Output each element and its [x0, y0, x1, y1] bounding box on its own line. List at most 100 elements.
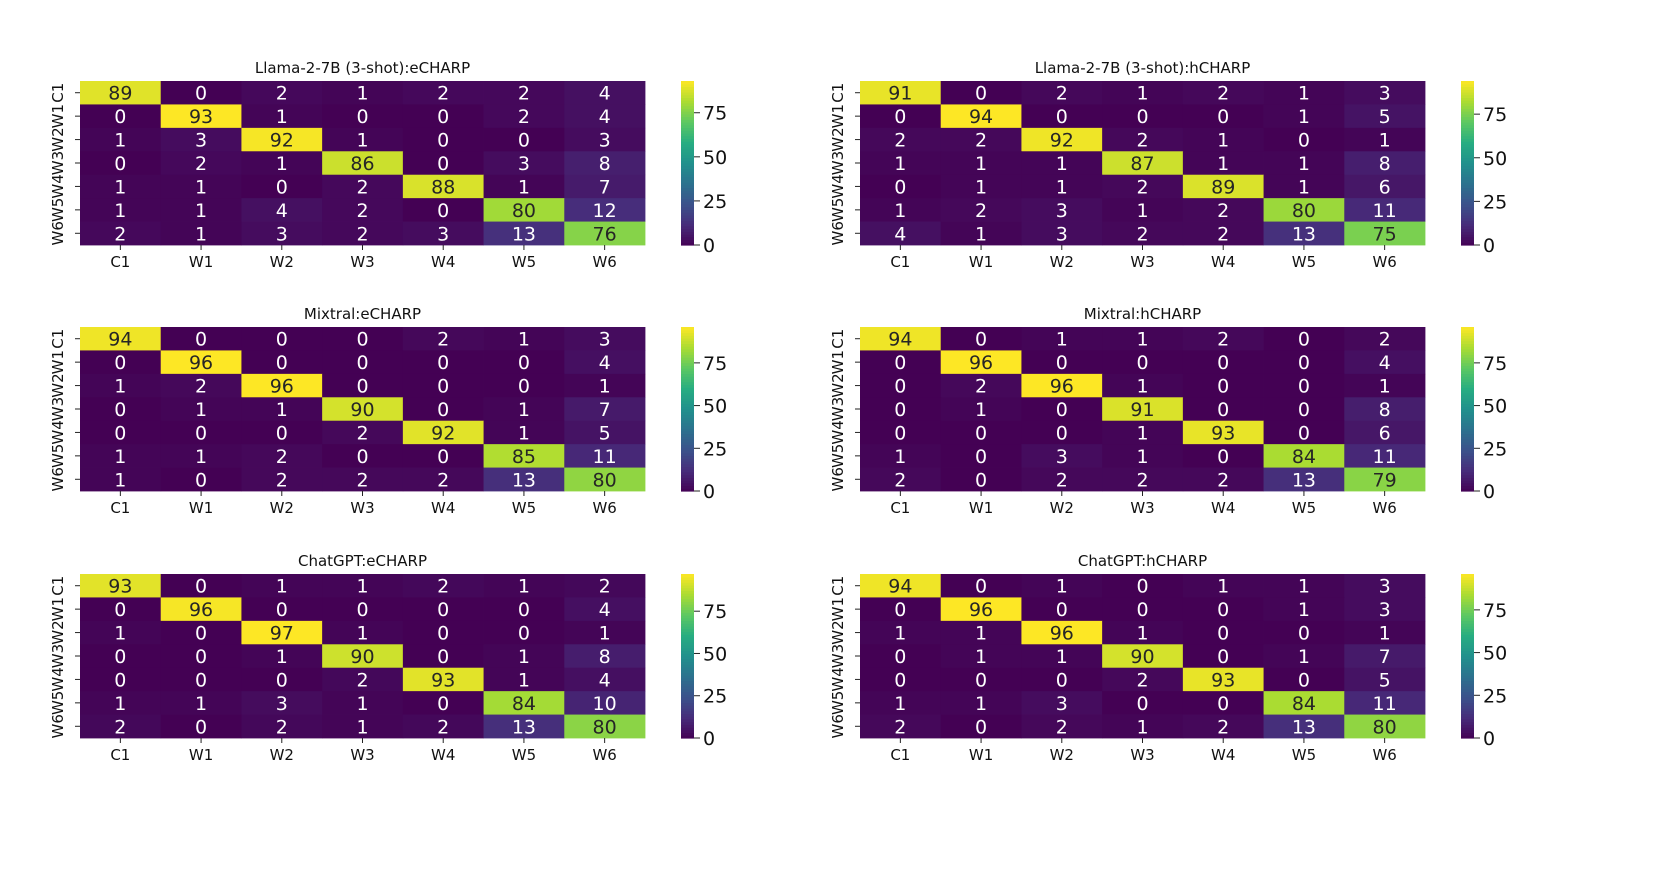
colorbar-segment	[681, 231, 694, 235]
colorbar-segment	[681, 474, 694, 478]
cell-value-label: 6	[1379, 422, 1391, 444]
colorbar-segment	[1461, 735, 1474, 739]
cell-value-label: 1	[195, 176, 207, 198]
colorbar-segment	[681, 236, 694, 241]
cell-value-label: 0	[894, 106, 906, 128]
heatmap-cell	[940, 691, 1022, 715]
cell-value-label: 2	[114, 716, 126, 738]
heatmap-cell	[1182, 221, 1264, 246]
colorbar-tick-label: 25	[1483, 685, 1507, 707]
heatmap-cell	[80, 198, 162, 222]
colorbar-segment	[681, 666, 694, 671]
heatmap-cell	[564, 420, 646, 445]
cell-value-label: 1	[1136, 716, 1148, 738]
colorbar-segment	[1461, 209, 1474, 213]
cell-value-label: 2	[1136, 669, 1148, 691]
colorbar-segment	[1461, 179, 1474, 183]
heatmap-cell	[1182, 350, 1264, 375]
colorbar-segment	[681, 212, 694, 216]
cell-value-label: 0	[975, 576, 987, 598]
x-tick-label: W2	[270, 746, 294, 764]
colorbar-segment	[681, 193, 694, 197]
heatmap-cell	[1102, 151, 1184, 176]
cell-value-label: 2	[1056, 83, 1068, 105]
cell-value-label: 84	[512, 693, 536, 715]
colorbar-segment	[681, 165, 694, 170]
heatmap-cell	[940, 597, 1022, 622]
colorbar-segment	[681, 184, 694, 189]
cell-value-label: 3	[1056, 446, 1068, 468]
colorbar-segment	[681, 653, 694, 657]
cell-value-label: 3	[437, 223, 449, 245]
cell-value-label: 1	[1298, 599, 1310, 621]
colorbar-segment	[1461, 195, 1474, 200]
heatmap-cell	[1344, 221, 1426, 246]
heatmap-cell	[241, 574, 323, 598]
heatmap-cell	[564, 198, 646, 222]
heatmap-cell	[940, 397, 1022, 422]
cell-value-label: 2	[1217, 83, 1229, 105]
colorbar-segment	[681, 225, 694, 230]
cell-value-label: 1	[1298, 83, 1310, 105]
y-tick-label: W6	[49, 221, 67, 245]
cell-value-label: 0	[1298, 352, 1310, 374]
colorbar-segment	[1461, 130, 1474, 134]
heatmap-cell	[1344, 104, 1426, 129]
heatmap-cell	[1344, 174, 1426, 199]
colorbar-segment	[681, 130, 694, 134]
colorbar-segment	[681, 173, 694, 178]
cell-value-label: 4	[599, 106, 611, 128]
colorbar-segment	[681, 604, 694, 608]
colorbar-segment	[681, 694, 694, 698]
heatmap-cell	[1102, 644, 1184, 669]
heatmap-cell	[160, 467, 242, 492]
heatmap-cell	[940, 127, 1022, 152]
colorbar-segment	[681, 176, 694, 180]
x-tick-label: W3	[350, 253, 374, 271]
heatmap-cell	[860, 198, 942, 222]
colorbar-segment	[1461, 430, 1474, 435]
cell-value-label: 0	[276, 422, 288, 444]
cell-value-label: 93	[1211, 669, 1235, 691]
heatmap-cell	[1021, 174, 1103, 199]
cell-value-label: 0	[1298, 669, 1310, 691]
colorbar-segment	[1461, 105, 1474, 109]
heatmap-cell	[1021, 597, 1103, 622]
cell-value-label: 1	[975, 176, 987, 198]
y-tick-label: W3	[829, 644, 847, 668]
y-tick-label: W1	[829, 104, 847, 128]
cell-value-label: 3	[1056, 693, 1068, 715]
colorbar-segment	[681, 656, 694, 660]
heatmap-cell	[1344, 691, 1426, 715]
cell-value-label: 0	[518, 376, 530, 398]
colorbar-segment	[1461, 707, 1474, 712]
cell-value-label: 0	[894, 599, 906, 621]
cell-value-label: 91	[1130, 399, 1154, 421]
colorbar-segment	[681, 384, 694, 388]
heatmap-cell	[1182, 127, 1264, 152]
y-tick-label: W2	[49, 620, 67, 644]
colorbar-segment	[1461, 450, 1474, 454]
cell-value-label: 97	[270, 623, 294, 645]
colorbar-segment	[1461, 220, 1474, 224]
colorbar-segment	[681, 634, 694, 638]
colorbar-segment	[1461, 702, 1474, 706]
cell-value-label: 1	[356, 576, 368, 598]
y-tick-label: W5	[829, 198, 847, 222]
cell-value-label: 3	[1379, 83, 1391, 105]
cell-value-label: 1	[114, 469, 126, 491]
heatmap-cell	[1182, 104, 1264, 129]
colorbar-segment	[1461, 228, 1474, 232]
heatmap-cell	[483, 597, 565, 622]
cell-value-label: 1	[195, 399, 207, 421]
colorbar-segment	[681, 579, 694, 583]
heatmap-cell	[1182, 444, 1264, 468]
cell-value-label: 0	[195, 646, 207, 668]
heatmap-cell	[564, 597, 646, 622]
colorbar-segment	[681, 584, 694, 589]
heatmap-cell	[564, 373, 646, 398]
colorbar-segment	[1461, 149, 1474, 153]
x-tick-label: W5	[1292, 499, 1316, 517]
heatmap-cell	[860, 667, 942, 692]
